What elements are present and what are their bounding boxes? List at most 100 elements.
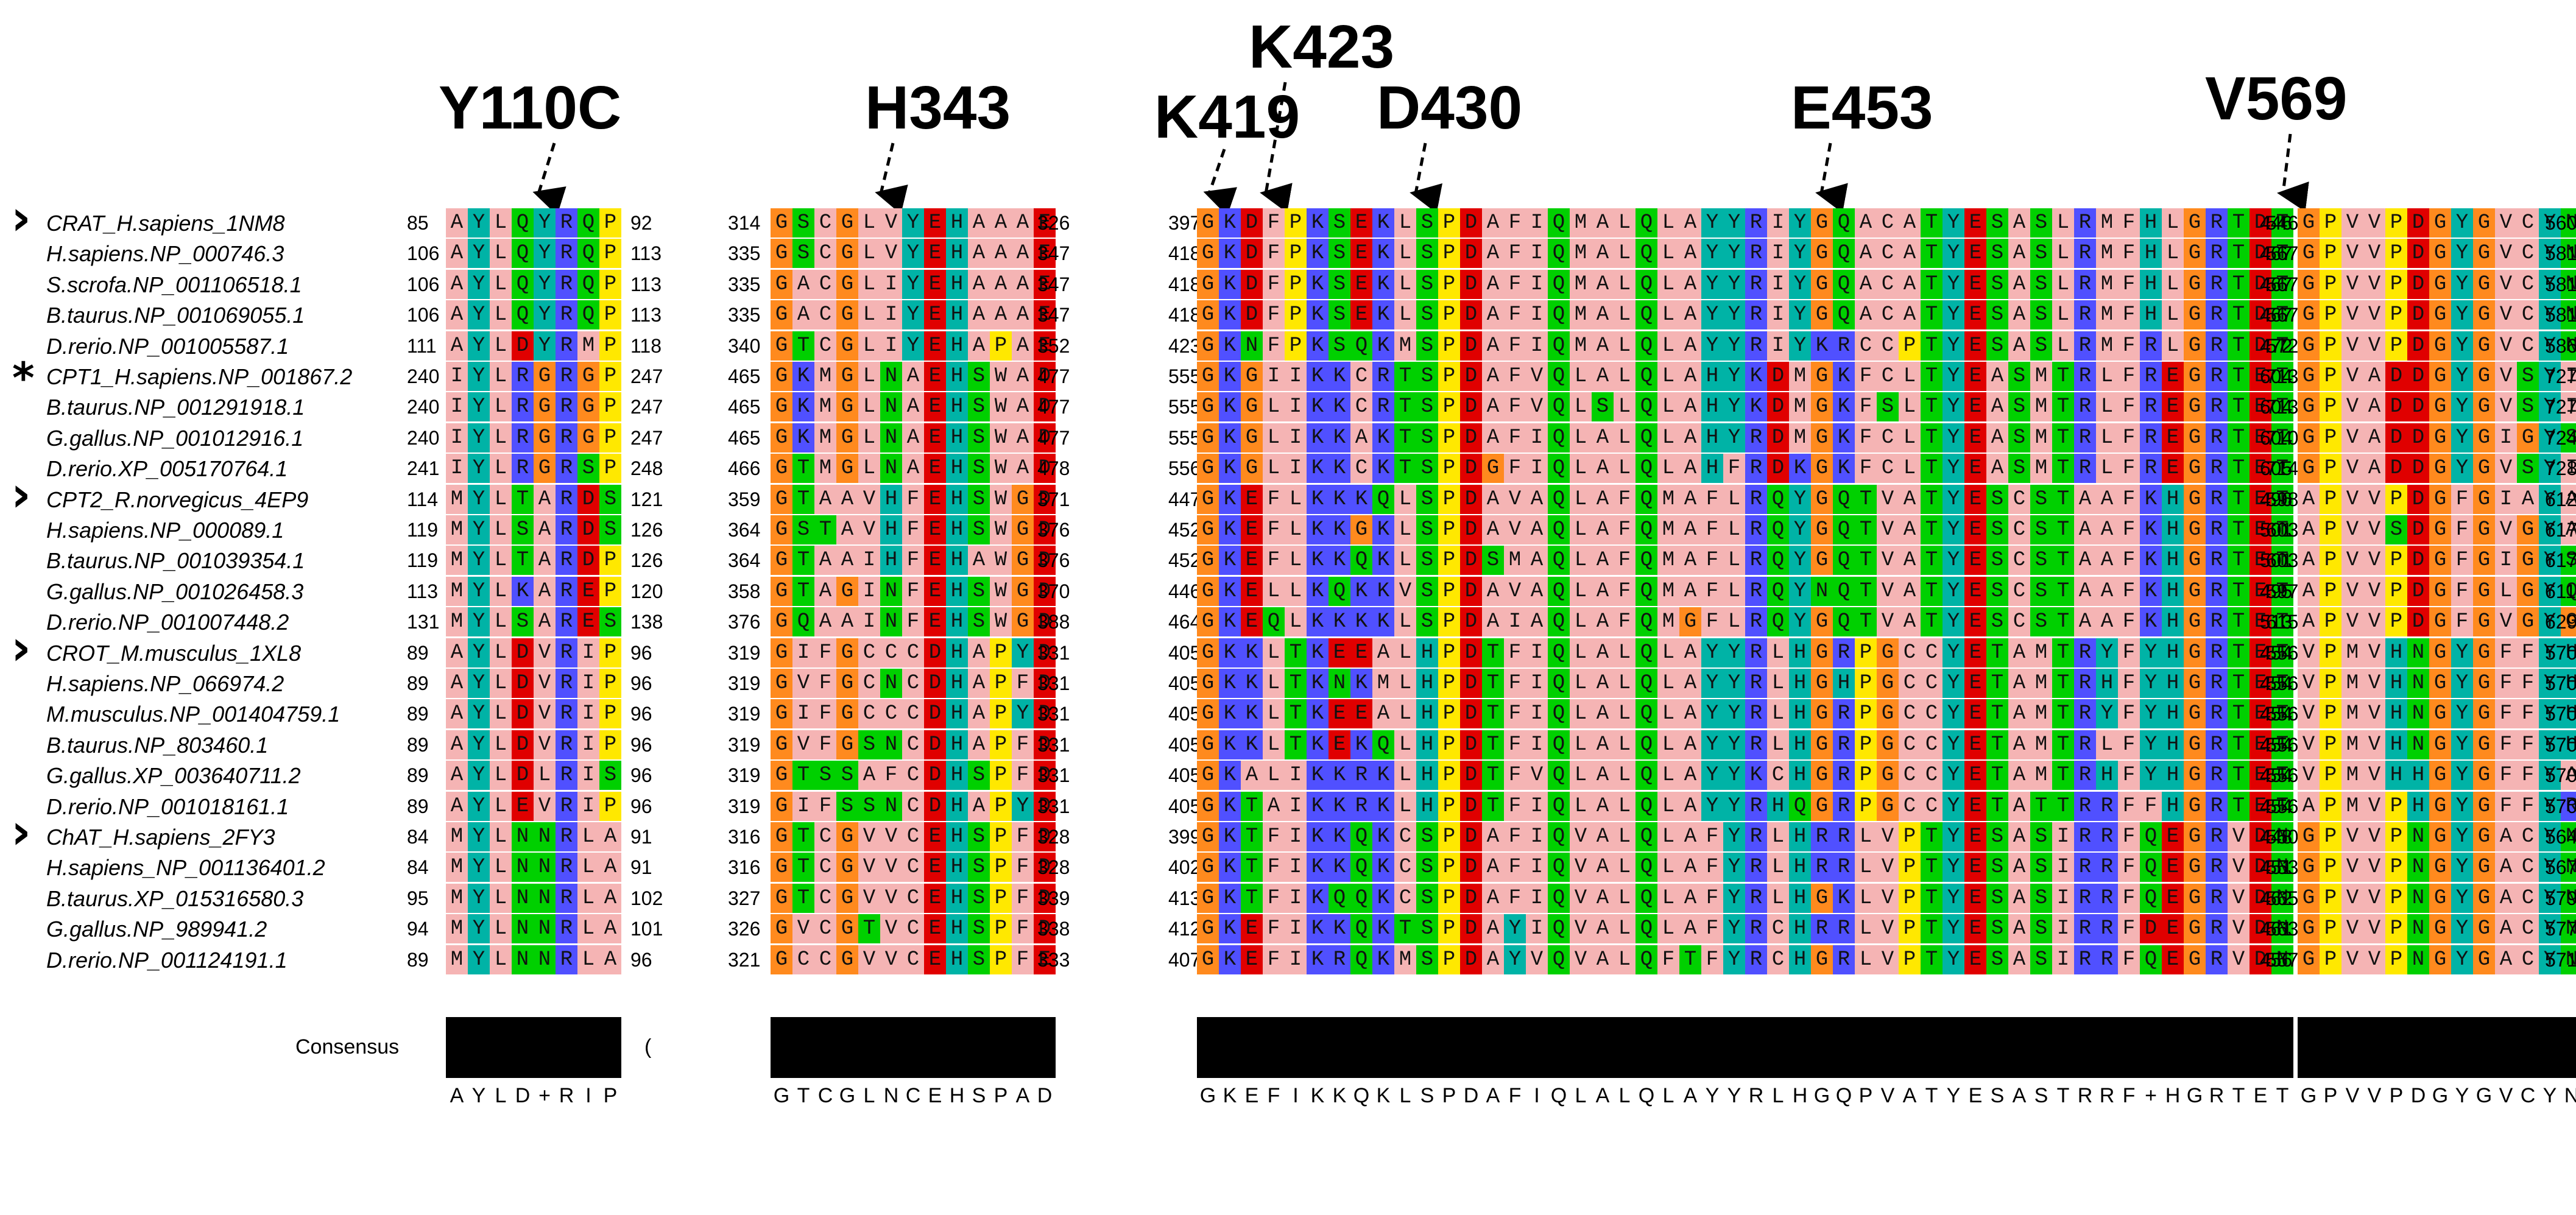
- residue-cell: P: [2320, 362, 2341, 391]
- residue-cell: S: [2030, 515, 2052, 544]
- residue-cell: T: [2271, 730, 2293, 759]
- residue-cell: A: [1592, 669, 1614, 698]
- residue-cell: R: [556, 576, 577, 606]
- residue-cell: A: [534, 546, 556, 576]
- residue-cell: E: [924, 853, 946, 882]
- start-position: 89: [407, 948, 429, 971]
- consensus-residue: K: [1332, 1084, 1347, 1107]
- residue-cell: E: [2162, 454, 2184, 484]
- residue-cell: Q: [1548, 638, 1570, 667]
- residue-cell: G: [2429, 392, 2451, 422]
- residue-cell: N: [1811, 576, 1833, 606]
- residue-cell: Q: [577, 300, 599, 330]
- residue-cell: K: [792, 392, 814, 422]
- residue-cell: Q: [1767, 546, 1789, 576]
- start-position: 405: [1168, 672, 1201, 694]
- residue-cell: E: [1329, 638, 1350, 667]
- residue-cell: A: [2561, 484, 2576, 514]
- residue-cell: C: [2517, 914, 2539, 944]
- residue-cell: L: [858, 239, 880, 269]
- consensus-residue: Y: [1946, 1084, 1961, 1107]
- consensus-residue: Q: [1638, 1084, 1655, 1107]
- residue-cell: R: [556, 392, 577, 422]
- residue-cell: A: [1679, 853, 1701, 882]
- residue-cell: G: [771, 761, 792, 791]
- residue-cell: N: [880, 576, 902, 606]
- residue-cell: E: [512, 791, 534, 821]
- residue-cell: F: [2118, 208, 2140, 238]
- residue-cell: R: [1745, 853, 1767, 882]
- residue-cell: R: [556, 822, 577, 851]
- residue-cell: P: [2320, 269, 2341, 299]
- end-position: 371: [1037, 488, 1070, 510]
- residue-cell: Q: [1548, 761, 1570, 791]
- residue-cell: F: [1701, 484, 1723, 514]
- start-position: 240: [407, 396, 440, 418]
- residue-cell: C: [858, 669, 880, 698]
- residue-cell: K: [1307, 331, 1329, 361]
- sequence-segment: GPVVPDGYGVCYNPM: [2298, 300, 2576, 330]
- residue-cell: I: [2495, 423, 2517, 453]
- residue-cell: S: [2517, 454, 2539, 484]
- residue-cell: A: [990, 239, 1012, 269]
- residue-cell: F: [1263, 945, 1285, 974]
- residue-cell: Q: [1350, 822, 1372, 851]
- residue-cell: R: [2074, 331, 2096, 361]
- residue-cell: I: [1504, 607, 1526, 637]
- end-position: 456: [2260, 948, 2293, 971]
- residue-cell: M: [1394, 331, 1416, 361]
- residue-cell: T: [2228, 269, 2250, 299]
- residue-cell: Y: [468, 362, 490, 391]
- consensus-residue: S: [2034, 1084, 2048, 1107]
- residue-cell: D: [924, 669, 946, 698]
- residue-cell: F: [2118, 300, 2140, 330]
- residue-cell: K: [1372, 331, 1394, 361]
- consensus-residue: K: [1223, 1084, 1237, 1107]
- residue-cell: Y: [1943, 269, 1964, 299]
- end-position: 91: [630, 826, 652, 848]
- residue-cell: R: [1745, 331, 1767, 361]
- start-position: 335: [728, 242, 761, 265]
- residue-cell: Y: [468, 607, 490, 637]
- residue-cell: C: [858, 699, 880, 729]
- residue-cell: T: [1394, 392, 1416, 422]
- residue-cell: L: [1899, 362, 1921, 391]
- residue-cell: V: [2363, 945, 2385, 974]
- residue-cell: P: [990, 883, 1012, 913]
- start-position: 89: [407, 764, 429, 787]
- residue-cell: D: [924, 730, 946, 759]
- residue-cell: F: [2118, 362, 2140, 391]
- residue-cell: Y: [534, 331, 556, 361]
- sequence-name: ChAT_H.sapiens_2FY3: [46, 825, 275, 850]
- residue-cell: F: [2495, 791, 2517, 821]
- residue-cell: L: [577, 883, 599, 913]
- residue-cell: A: [1592, 791, 1614, 821]
- residue-cell: E: [1034, 945, 1056, 974]
- residue-cell: E: [924, 945, 946, 974]
- residue-cell: M: [1657, 515, 1679, 544]
- residue-cell: N: [2561, 331, 2576, 361]
- residue-cell: G: [2473, 761, 2495, 791]
- residue-cell: R: [2074, 638, 2096, 667]
- residue-cell: L: [1657, 269, 1679, 299]
- sequence-name: H.sapiens.NP_000746.3: [46, 241, 284, 267]
- residue-cell: A: [2008, 239, 2030, 269]
- residue-cell: F: [1012, 730, 1034, 759]
- residue-cell: C: [902, 914, 924, 944]
- residue-cell: T: [792, 576, 814, 606]
- residue-cell: P: [990, 761, 1012, 791]
- end-position: 113: [630, 242, 662, 265]
- consensus-residue: F: [1267, 1084, 1280, 1107]
- residue-cell: I: [1285, 914, 1307, 944]
- residue-cell: M: [2030, 362, 2052, 391]
- residue-cell: E: [1964, 331, 1986, 361]
- sequence-segment: GPVADDGYGVSYILV: [2298, 392, 2576, 422]
- residue-cell: P: [1438, 331, 1460, 361]
- residue-cell: E: [2250, 791, 2271, 821]
- residue-cell: G: [2184, 515, 2206, 544]
- residue-cell: A: [2008, 883, 2030, 913]
- residue-cell: D: [1034, 853, 1056, 882]
